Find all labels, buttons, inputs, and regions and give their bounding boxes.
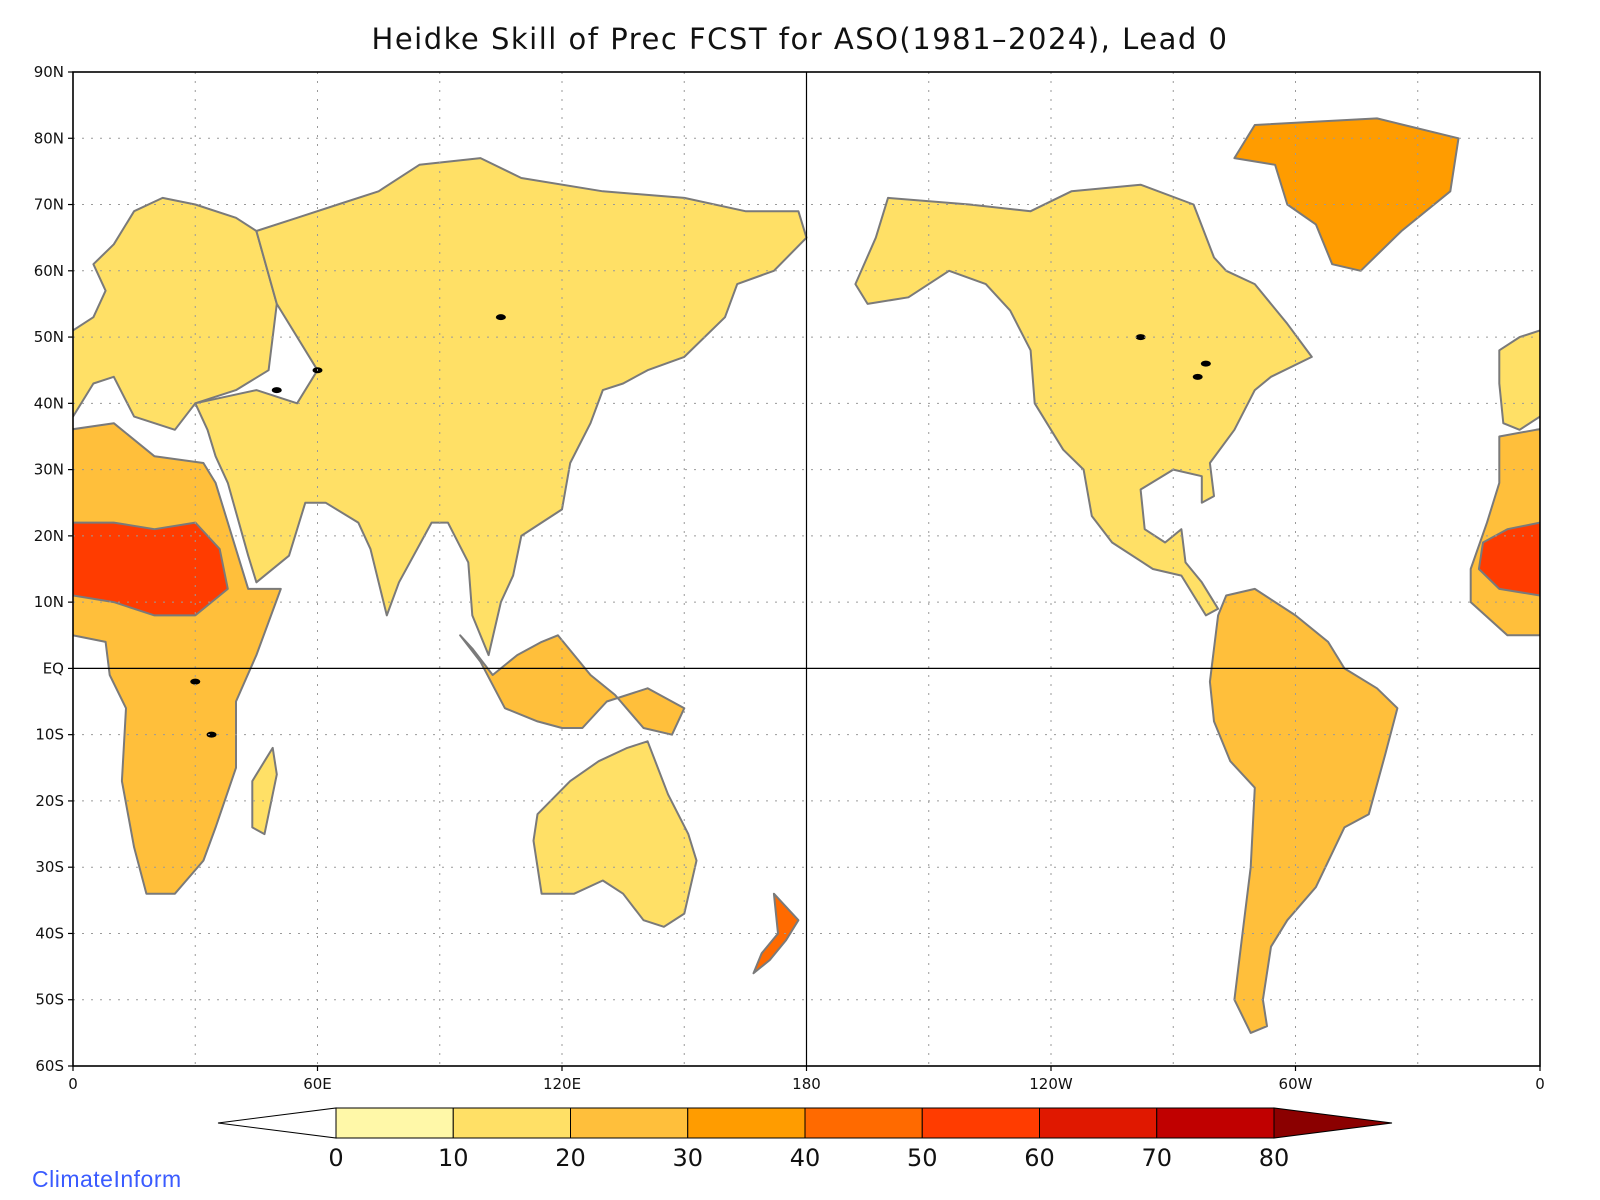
colorbar-label: 20 (555, 1144, 586, 1172)
lon-tick-label: 120E (543, 1075, 581, 1093)
gridlines (73, 72, 1540, 1066)
colorbar-label: 30 (672, 1144, 703, 1172)
region-australia (532, 740, 698, 928)
colorbar-label: 40 (790, 1144, 821, 1172)
colorbar-box (921, 1107, 1040, 1139)
region-new-zealand (752, 892, 800, 975)
lat-tick-label: 40N (34, 394, 64, 412)
colorbar-label: 80 (1259, 1144, 1290, 1172)
credit-label: ClimateInform (32, 1166, 182, 1192)
lake-marker (1200, 360, 1211, 367)
lat-tick-label: 70N (34, 196, 64, 214)
map-title: Heidke Skill of Prec FCST for ASO(1981–2… (371, 22, 1229, 56)
latitude-axis: 90N 80N 70N 60N 50N 40N 30N 20N 10N EQ 10S 20S 30S 40… (34, 63, 73, 1075)
lat-tick-label: 10N (34, 593, 64, 611)
lake-marker (271, 387, 282, 394)
lat-tick-label: 50N (34, 328, 64, 346)
colorbar-label: 60 (1024, 1144, 1055, 1172)
lat-tick-label: 60N (34, 262, 64, 280)
lake-marker (495, 314, 506, 321)
lake-marker (190, 678, 201, 685)
lat-tick-label: 80N (34, 129, 64, 147)
lon-tick-label: 180 (792, 1075, 821, 1093)
lat-tick-label: 20S (35, 792, 64, 810)
lon-tick-label: 60E (303, 1075, 332, 1093)
colorbar: 0 10 20 30 40 50 60 70 80 (217, 1107, 1393, 1172)
lat-tick-label: 50S (35, 991, 64, 1009)
lat-tick-label: 10S (35, 726, 64, 744)
region-indonesia (459, 634, 686, 736)
lat-tick-label: 30N (34, 461, 64, 479)
colorbar-box (452, 1107, 571, 1139)
colorbar-box (804, 1107, 923, 1139)
lon-tick-label: 0 (68, 1075, 78, 1093)
land-layer (73, 117, 1540, 1034)
region-greenland (1233, 117, 1460, 272)
colorbar-below-triangle (217, 1107, 337, 1139)
region-europe-wrap (1498, 329, 1540, 431)
region-sahel (73, 521, 229, 617)
colorbar-box (687, 1107, 806, 1139)
region-sahel-wrap (1477, 521, 1540, 597)
longitude-axis: 0 60E 120E 180 120W 60W 0 (68, 1066, 1545, 1093)
lat-tick-label: EQ (43, 659, 64, 677)
lon-tick-label: 0 (1535, 1075, 1545, 1093)
region-north-america (854, 183, 1313, 617)
colorbar-box (1156, 1107, 1275, 1139)
colorbar-label: 70 (1141, 1144, 1172, 1172)
colorbar-box (570, 1107, 689, 1139)
lon-tick-label: 60W (1279, 1075, 1313, 1093)
lat-tick-label: 30S (35, 858, 64, 876)
lake-marker (1135, 334, 1146, 341)
lat-tick-label: 60S (35, 1057, 64, 1075)
region-asia (194, 157, 808, 657)
lake-marker (1192, 373, 1203, 380)
colorbar-above-triangle (1273, 1107, 1393, 1139)
lat-tick-label: 90N (34, 63, 64, 81)
lon-tick-label: 120W (1029, 1075, 1073, 1093)
colorbar-box (335, 1107, 454, 1139)
colorbar-label: 50 (907, 1144, 938, 1172)
lake-marker (206, 731, 217, 738)
colorbar-label: 10 (438, 1144, 469, 1172)
region-madagascar (251, 746, 278, 836)
colorbar-label: 0 (328, 1144, 343, 1172)
colorbar-box (1039, 1107, 1158, 1139)
lat-tick-label: 20N (34, 527, 64, 545)
lat-tick-label: 40S (35, 924, 64, 942)
